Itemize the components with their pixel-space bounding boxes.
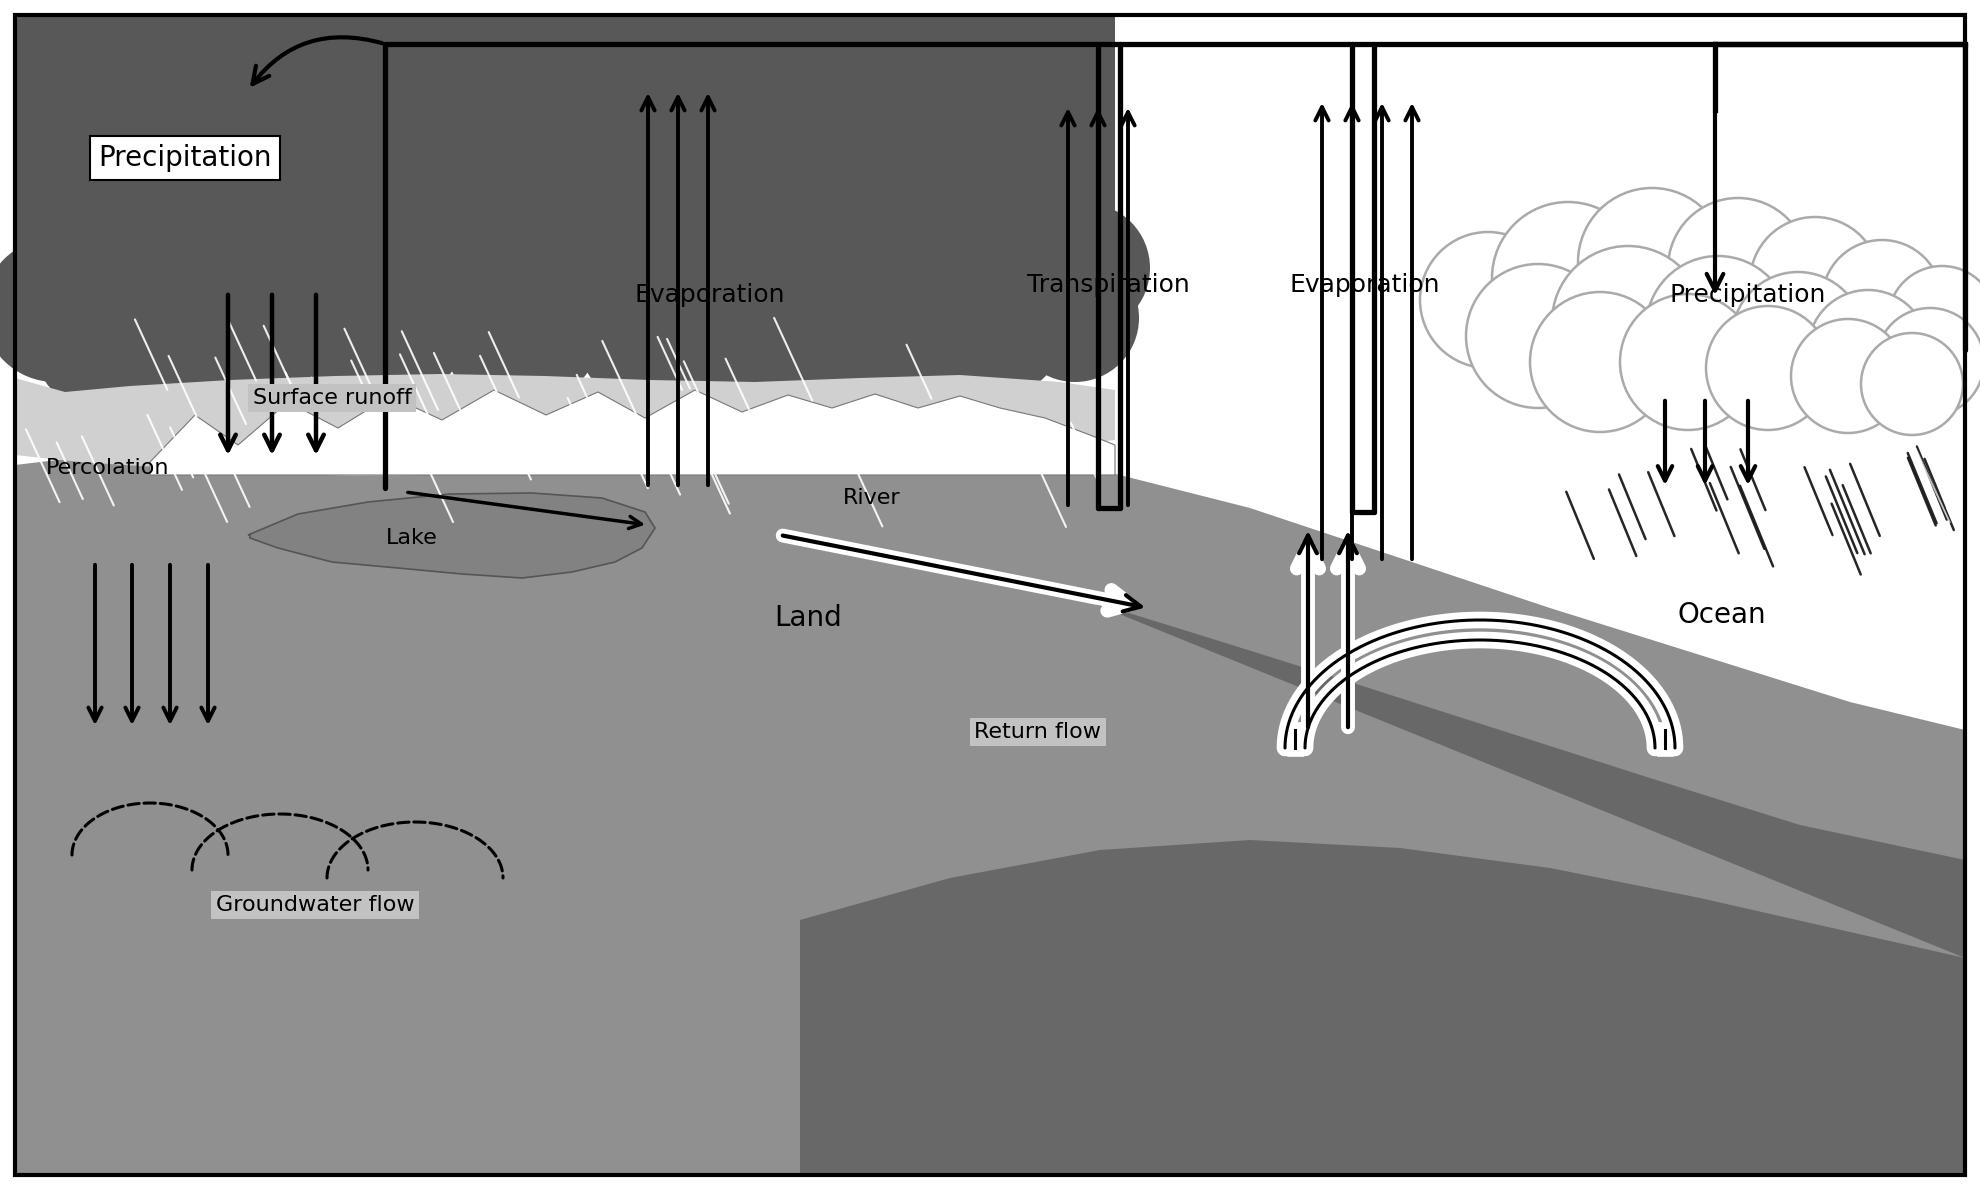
Polygon shape xyxy=(16,15,1115,368)
Circle shape xyxy=(1808,289,1929,410)
Circle shape xyxy=(485,195,655,364)
Circle shape xyxy=(1667,198,1808,338)
Circle shape xyxy=(1707,306,1830,430)
Circle shape xyxy=(1012,254,1138,382)
Text: Groundwater flow: Groundwater flow xyxy=(216,894,414,915)
Text: Ocean: Ocean xyxy=(1677,601,1766,629)
Circle shape xyxy=(1822,241,1942,360)
Text: Percolation: Percolation xyxy=(46,459,170,478)
Circle shape xyxy=(1552,247,1705,398)
Text: Land: Land xyxy=(774,604,842,632)
Circle shape xyxy=(295,244,463,412)
Circle shape xyxy=(616,208,774,368)
Circle shape xyxy=(83,210,248,374)
Circle shape xyxy=(931,194,1085,350)
Circle shape xyxy=(1875,308,1980,416)
Circle shape xyxy=(0,238,127,382)
Polygon shape xyxy=(16,525,1964,1176)
Circle shape xyxy=(156,248,325,416)
Circle shape xyxy=(919,251,1065,399)
Circle shape xyxy=(206,192,384,372)
Polygon shape xyxy=(800,598,1964,1176)
Circle shape xyxy=(1465,264,1610,409)
Text: Precipitation: Precipitation xyxy=(1669,283,1826,307)
Circle shape xyxy=(1493,202,1643,354)
Circle shape xyxy=(727,214,883,370)
Circle shape xyxy=(812,252,968,409)
Circle shape xyxy=(1889,266,1980,374)
Text: Surface runoff: Surface runoff xyxy=(253,388,412,409)
Circle shape xyxy=(701,257,855,413)
Circle shape xyxy=(1645,256,1790,400)
Circle shape xyxy=(1420,232,1556,368)
Circle shape xyxy=(574,250,735,410)
Polygon shape xyxy=(150,389,1115,475)
Polygon shape xyxy=(16,374,1115,476)
Circle shape xyxy=(1732,272,1863,404)
Text: Evaporation: Evaporation xyxy=(1289,273,1439,297)
Circle shape xyxy=(1792,319,1905,434)
Circle shape xyxy=(1531,292,1669,432)
Circle shape xyxy=(32,260,188,416)
Text: Evaporation: Evaporation xyxy=(636,283,786,307)
Circle shape xyxy=(1750,217,1879,347)
Text: Lake: Lake xyxy=(386,528,438,548)
Circle shape xyxy=(438,244,602,409)
Circle shape xyxy=(828,202,988,363)
Text: Transpiration: Transpiration xyxy=(1026,273,1190,297)
Circle shape xyxy=(1861,333,1962,435)
Circle shape xyxy=(346,191,523,366)
Polygon shape xyxy=(16,436,1964,1176)
Text: Precipitation: Precipitation xyxy=(99,144,271,172)
Circle shape xyxy=(1578,188,1727,336)
Text: River: River xyxy=(843,488,901,509)
Text: Return flow: Return flow xyxy=(974,722,1101,742)
Polygon shape xyxy=(248,493,655,578)
Circle shape xyxy=(1020,202,1150,333)
Circle shape xyxy=(1620,294,1756,430)
